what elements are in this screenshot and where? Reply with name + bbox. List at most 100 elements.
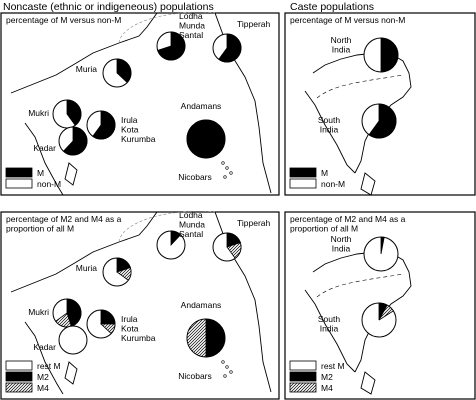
pie-south-india-m-slice [368, 103, 397, 139]
pie-andamans-m4-slice [186, 318, 207, 358]
nicobar-island-dot [221, 161, 225, 165]
pie-muria-m-slice [116, 58, 132, 84]
north-south-divide [316, 74, 404, 99]
label-nicobars: Nicobars [178, 172, 212, 182]
nicobar-island-dot [229, 171, 233, 175]
panel-heading: percentage of M versus non-M [290, 15, 405, 25]
label-south-india: South India [318, 314, 340, 334]
pie-lodha-munda-santal [156, 230, 186, 260]
legend-label: M2 [321, 372, 333, 382]
label-kadar: Kadar [33, 342, 56, 352]
pie-muria [102, 257, 132, 287]
label-kadar: Kadar [33, 143, 56, 153]
nicobar-island-dot [223, 175, 227, 179]
pie-south-india [361, 302, 397, 338]
pie-andamans [186, 318, 226, 358]
coastline [10, 211, 272, 393]
pie-andamans-m2-slice [205, 318, 226, 358]
legend-label: rest M [321, 361, 345, 371]
pie-tipperah [212, 232, 242, 262]
pie-irula-kota-kurumba-m4-slice [99, 323, 116, 335]
pie-tipperah [212, 33, 242, 63]
legend-label: M [321, 168, 328, 178]
pie-north-india [363, 37, 399, 73]
pie-north-india-m2-slice [380, 236, 385, 255]
pie-irula-kota-kurumba [86, 110, 116, 140]
legend-label: non-M [37, 179, 61, 189]
coastline-west [24, 122, 64, 196]
coastline [312, 251, 412, 373]
noncaste-title: Noncaste (ethnic or indigeneous) populat… [3, 1, 214, 13]
border-line [118, 211, 216, 243]
legend-swatch-rest-m [5, 360, 33, 371]
nicobar-island-dot [221, 360, 225, 364]
pie-north-india [363, 236, 399, 272]
legend-swatch-m2 [289, 371, 317, 382]
coastline [312, 52, 412, 174]
pie-muria-m4-slice [116, 267, 132, 281]
pie-andamans [186, 119, 226, 159]
pie-mukri-m-slice [66, 99, 82, 126]
legend-swatch-m [289, 167, 317, 178]
north-south-divide [316, 273, 404, 298]
label-mukri: Mukri [28, 307, 49, 317]
coastline-west [304, 289, 356, 373]
legend-swatch-rest-m [289, 360, 317, 371]
panel-bottom-right: percentage of M2 and M4 as a proportion o… [284, 211, 476, 400]
pie-irula-kota-kurumba-m-slice [92, 110, 116, 140]
india-map [10, 12, 272, 196]
legend-swatch-m2 [5, 371, 33, 382]
legend-label: M2 [37, 372, 49, 382]
pie-kadar [58, 126, 88, 156]
label-lodha-munda-santal: Lodha Munda Santal [179, 210, 205, 239]
coastline-west [24, 321, 64, 395]
pie-mukri [52, 99, 82, 129]
nicobar-island-dot [223, 374, 227, 378]
panel-heading: percentage of M2 and M4 as a proportion o… [290, 214, 406, 234]
india-map [304, 251, 412, 395]
pie-tipperah-m-slice [218, 33, 242, 63]
legend-label: rest M [37, 361, 61, 371]
legend-swatch-m4 [5, 382, 33, 393]
pie-kadar [58, 325, 88, 355]
label-muria: Muria [76, 263, 98, 273]
sri-lanka-outline [360, 371, 376, 395]
label-north-india: North India [331, 35, 352, 55]
pie-mukri-m2-slice [66, 298, 82, 327]
india-map [10, 211, 272, 395]
label-north-india: North India [331, 234, 352, 254]
panel-top-left: percentage of M versus non-M Lodha Munda Sa… [0, 11, 280, 196]
pie-lodha-munda-santal-m2-slice [170, 230, 182, 247]
label-irula-kota-kurumba: Irula Kota Kurumba [121, 314, 156, 343]
legend-swatch-non-m [5, 178, 33, 189]
pie-irula-kota-kurumba [86, 309, 116, 339]
label-irula-kota-kurumba: Irula Kota Kurumba [121, 115, 156, 144]
label-tipperah: Tipperah [237, 218, 271, 228]
pie-kadar-m-slice [62, 126, 88, 156]
legend-label: M [37, 168, 44, 178]
label-andamans: Andamans [181, 101, 222, 111]
border-line [118, 12, 216, 44]
legend-label: non-M [321, 179, 345, 189]
pie-south-india [361, 103, 397, 139]
pie-kadar-base [58, 325, 88, 355]
panel-heading: percentage of M versus non-M [6, 15, 121, 25]
pie-lodha-munda-santal [156, 31, 186, 61]
panel-bottom-left: percentage of M2 and M4 as a proportion o… [0, 210, 280, 400]
sri-lanka-outline [64, 162, 78, 186]
label-tipperah: Tipperah [237, 19, 271, 29]
pie-north-india-m-slice [380, 37, 399, 73]
label-lodha-munda-santal: Lodha Munda Santal [179, 11, 205, 40]
legend-swatch-non-m [289, 178, 317, 189]
sri-lanka-outline [64, 361, 78, 385]
pie-tipperah-m4-slice [226, 242, 242, 259]
label-south-india: South India [318, 115, 340, 135]
pie-mukri [52, 298, 82, 328]
sri-lanka-outline [360, 172, 376, 196]
legend-label: M4 [321, 383, 333, 393]
pie-andamans-m-slice [186, 119, 226, 159]
coastline [10, 12, 272, 194]
